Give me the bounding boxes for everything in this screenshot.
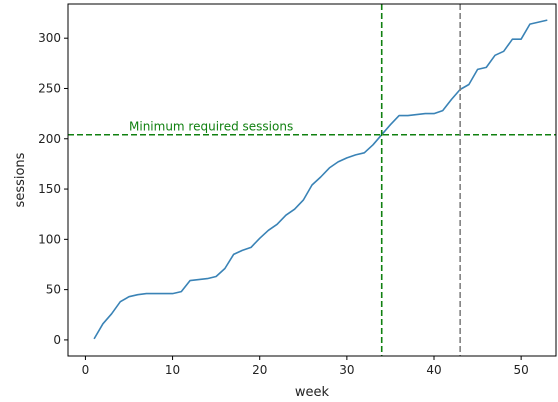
y-tick-label: 100 bbox=[38, 232, 61, 246]
y-tick-label: 50 bbox=[46, 283, 61, 297]
plot-area: Minimum required sessions 0 10 20 30 40 50 0 50 1… bbox=[38, 3, 557, 377]
x-tick-label: 20 bbox=[252, 363, 267, 377]
x-tick-label: 50 bbox=[514, 363, 529, 377]
axes-frame bbox=[67, 3, 557, 357]
x-tick-label: 40 bbox=[426, 363, 441, 377]
y-tick-label: 250 bbox=[38, 81, 61, 95]
data-marks bbox=[68, 4, 556, 356]
y-tick-label: 0 bbox=[53, 333, 61, 347]
y-tick-label: 300 bbox=[38, 31, 61, 45]
y-tick-label: 200 bbox=[38, 132, 61, 146]
x-tick-label: 30 bbox=[339, 363, 354, 377]
threshold-label: Minimum required sessions bbox=[129, 120, 293, 134]
x-axis-title: week bbox=[295, 385, 330, 400]
x-tick-label: 0 bbox=[82, 363, 90, 377]
x-tick-label: 10 bbox=[165, 363, 180, 377]
series-line-0 bbox=[93, 19, 548, 340]
y-tick-label: 150 bbox=[38, 182, 61, 196]
y-axis-title: sessions bbox=[13, 152, 28, 207]
